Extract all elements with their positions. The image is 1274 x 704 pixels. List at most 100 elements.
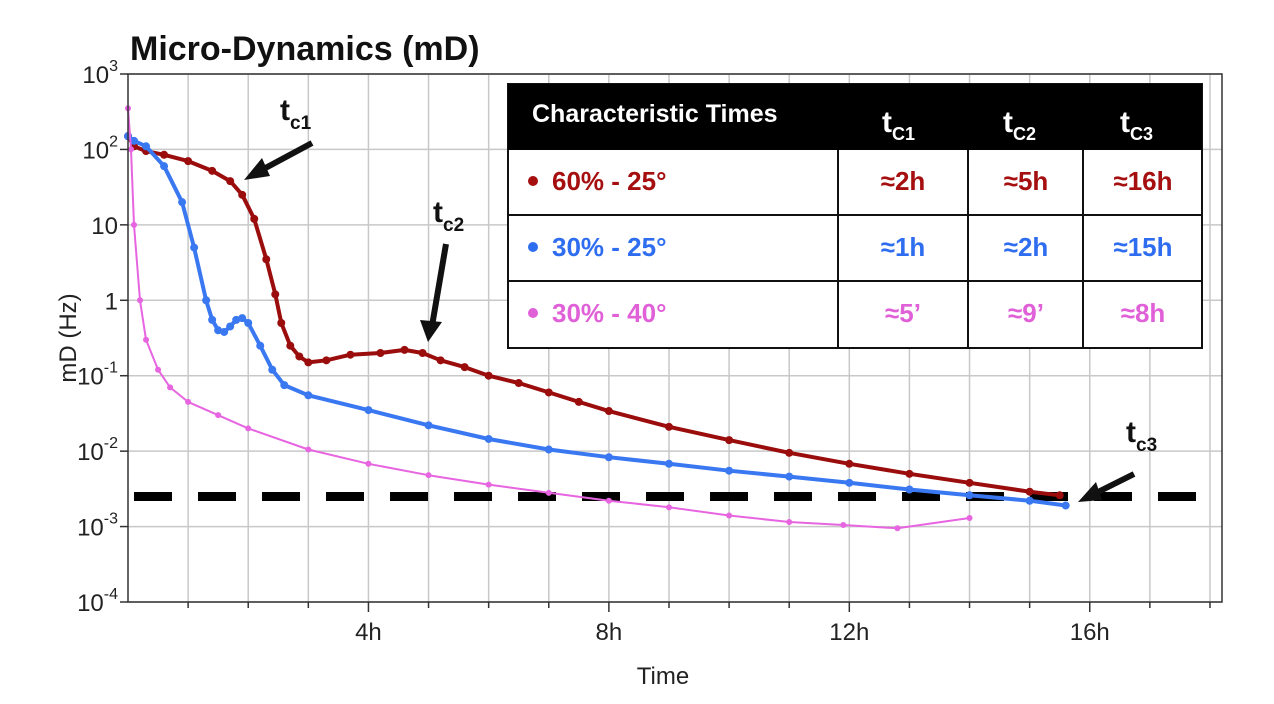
data-point (208, 166, 217, 175)
data-point (232, 315, 241, 324)
annotation-tc1: tc1 (244, 94, 314, 180)
data-point (605, 497, 612, 504)
data-point (184, 157, 193, 166)
data-point (840, 521, 847, 528)
data-point (202, 296, 211, 305)
data-point (665, 504, 672, 511)
y-tick-label: 103 (82, 58, 118, 89)
characteristic-times-table: Characteristic Times tC1 tC2 tC3 60% - 2… (507, 83, 1203, 349)
annotation-tc3-sub: c3 (1136, 435, 1157, 456)
data-point (460, 363, 469, 372)
legend-bullet (528, 308, 538, 318)
data-point (238, 314, 247, 323)
table-cell: ≈5h (1004, 166, 1049, 196)
data-point (436, 356, 445, 365)
y-tick-label: 1 (105, 288, 118, 315)
annotation-tc2-arrowhead (420, 320, 442, 342)
annotation-tc1-arrowhead (244, 158, 270, 180)
table-cell: ≈5’ (885, 298, 921, 328)
data-point (295, 352, 304, 361)
annotation-tc1-sub: c1 (290, 113, 312, 134)
data-point (574, 397, 583, 406)
data-point (1061, 501, 1070, 510)
series-layer (124, 105, 1070, 532)
data-point (425, 472, 432, 479)
plot-frame (127, 73, 1223, 603)
y-tick-label: 10-3 (77, 511, 118, 542)
table-header-tc2: tC2 (1003, 106, 1036, 144)
svg-text:tc1: tc1 (280, 94, 312, 134)
data-point (128, 146, 135, 153)
series-3 (125, 105, 973, 532)
data-point (131, 221, 138, 228)
table-cell: ≈9’ (1008, 298, 1044, 328)
legend-bullet (528, 242, 538, 252)
annotation-tc2-sub: c2 (443, 215, 464, 236)
data-point (364, 406, 373, 415)
data-point (244, 318, 253, 327)
data-point (286, 341, 295, 350)
data-point (226, 322, 235, 331)
data-point (280, 381, 289, 390)
table-cell: ≈1h (881, 232, 926, 262)
table-cell: ≈16h (1113, 166, 1172, 196)
data-point (664, 422, 673, 431)
data-point (346, 350, 355, 359)
annotation-tc1-main: t (280, 94, 290, 127)
data-point (400, 345, 409, 354)
data-point (304, 358, 313, 367)
data-point (137, 297, 144, 304)
data-point (226, 177, 235, 186)
annotation-tc2-arrow (429, 243, 449, 327)
table-row: 30% - 25° ≈1h ≈2h ≈15h (528, 232, 1173, 262)
data-point (160, 150, 169, 159)
data-point (214, 326, 223, 335)
data-point (484, 371, 493, 380)
data-point (545, 489, 552, 496)
table-header-tc1: tC1 (882, 106, 915, 144)
data-point (894, 525, 901, 532)
data-point (277, 318, 286, 327)
data-point (786, 518, 793, 525)
table-cell: ≈15h (1113, 232, 1172, 262)
data-point (604, 407, 613, 416)
table-row: 30% - 40° ≈5’ ≈9’ ≈8h (528, 298, 1165, 328)
chart-title: Micro-Dynamics (mD) (130, 30, 480, 68)
x-tick-label: 4h (355, 619, 382, 646)
y-tick-label: 10 (91, 213, 118, 240)
svg-text:tc2: tc2 (433, 196, 464, 236)
data-point (304, 391, 313, 400)
legend-label: 60% - 25° (552, 166, 666, 196)
data-point (785, 448, 794, 457)
data-point (726, 512, 733, 519)
data-point (966, 514, 973, 521)
table-cell: ≈8h (1121, 298, 1166, 328)
legend-label: 30% - 25° (552, 232, 666, 262)
series-line-3 (127, 108, 970, 530)
data-point (271, 290, 280, 299)
data-point (845, 459, 854, 468)
legend-bullet (528, 176, 538, 186)
data-point (268, 365, 277, 374)
table-header-bg (508, 84, 1202, 150)
data-point (544, 388, 553, 397)
x-tick-label: 8h (596, 619, 623, 646)
y-tick-label: 10-2 (77, 435, 118, 466)
data-point (1055, 491, 1064, 500)
annotation-tc2-main: t (433, 196, 443, 229)
series-2 (124, 132, 1070, 510)
data-point (905, 485, 914, 494)
data-point (322, 356, 331, 365)
y-tick-label: 10-4 (77, 586, 118, 617)
x-axis-label: Time (637, 663, 689, 690)
data-point (305, 446, 312, 453)
data-point (178, 198, 187, 207)
data-point (167, 384, 174, 391)
x-tick-label: 12h (829, 619, 869, 646)
data-point (155, 366, 162, 373)
data-point (845, 478, 854, 487)
x-axis: 4h 8h 12h 16h (187, 602, 1211, 646)
data-point (238, 190, 247, 199)
